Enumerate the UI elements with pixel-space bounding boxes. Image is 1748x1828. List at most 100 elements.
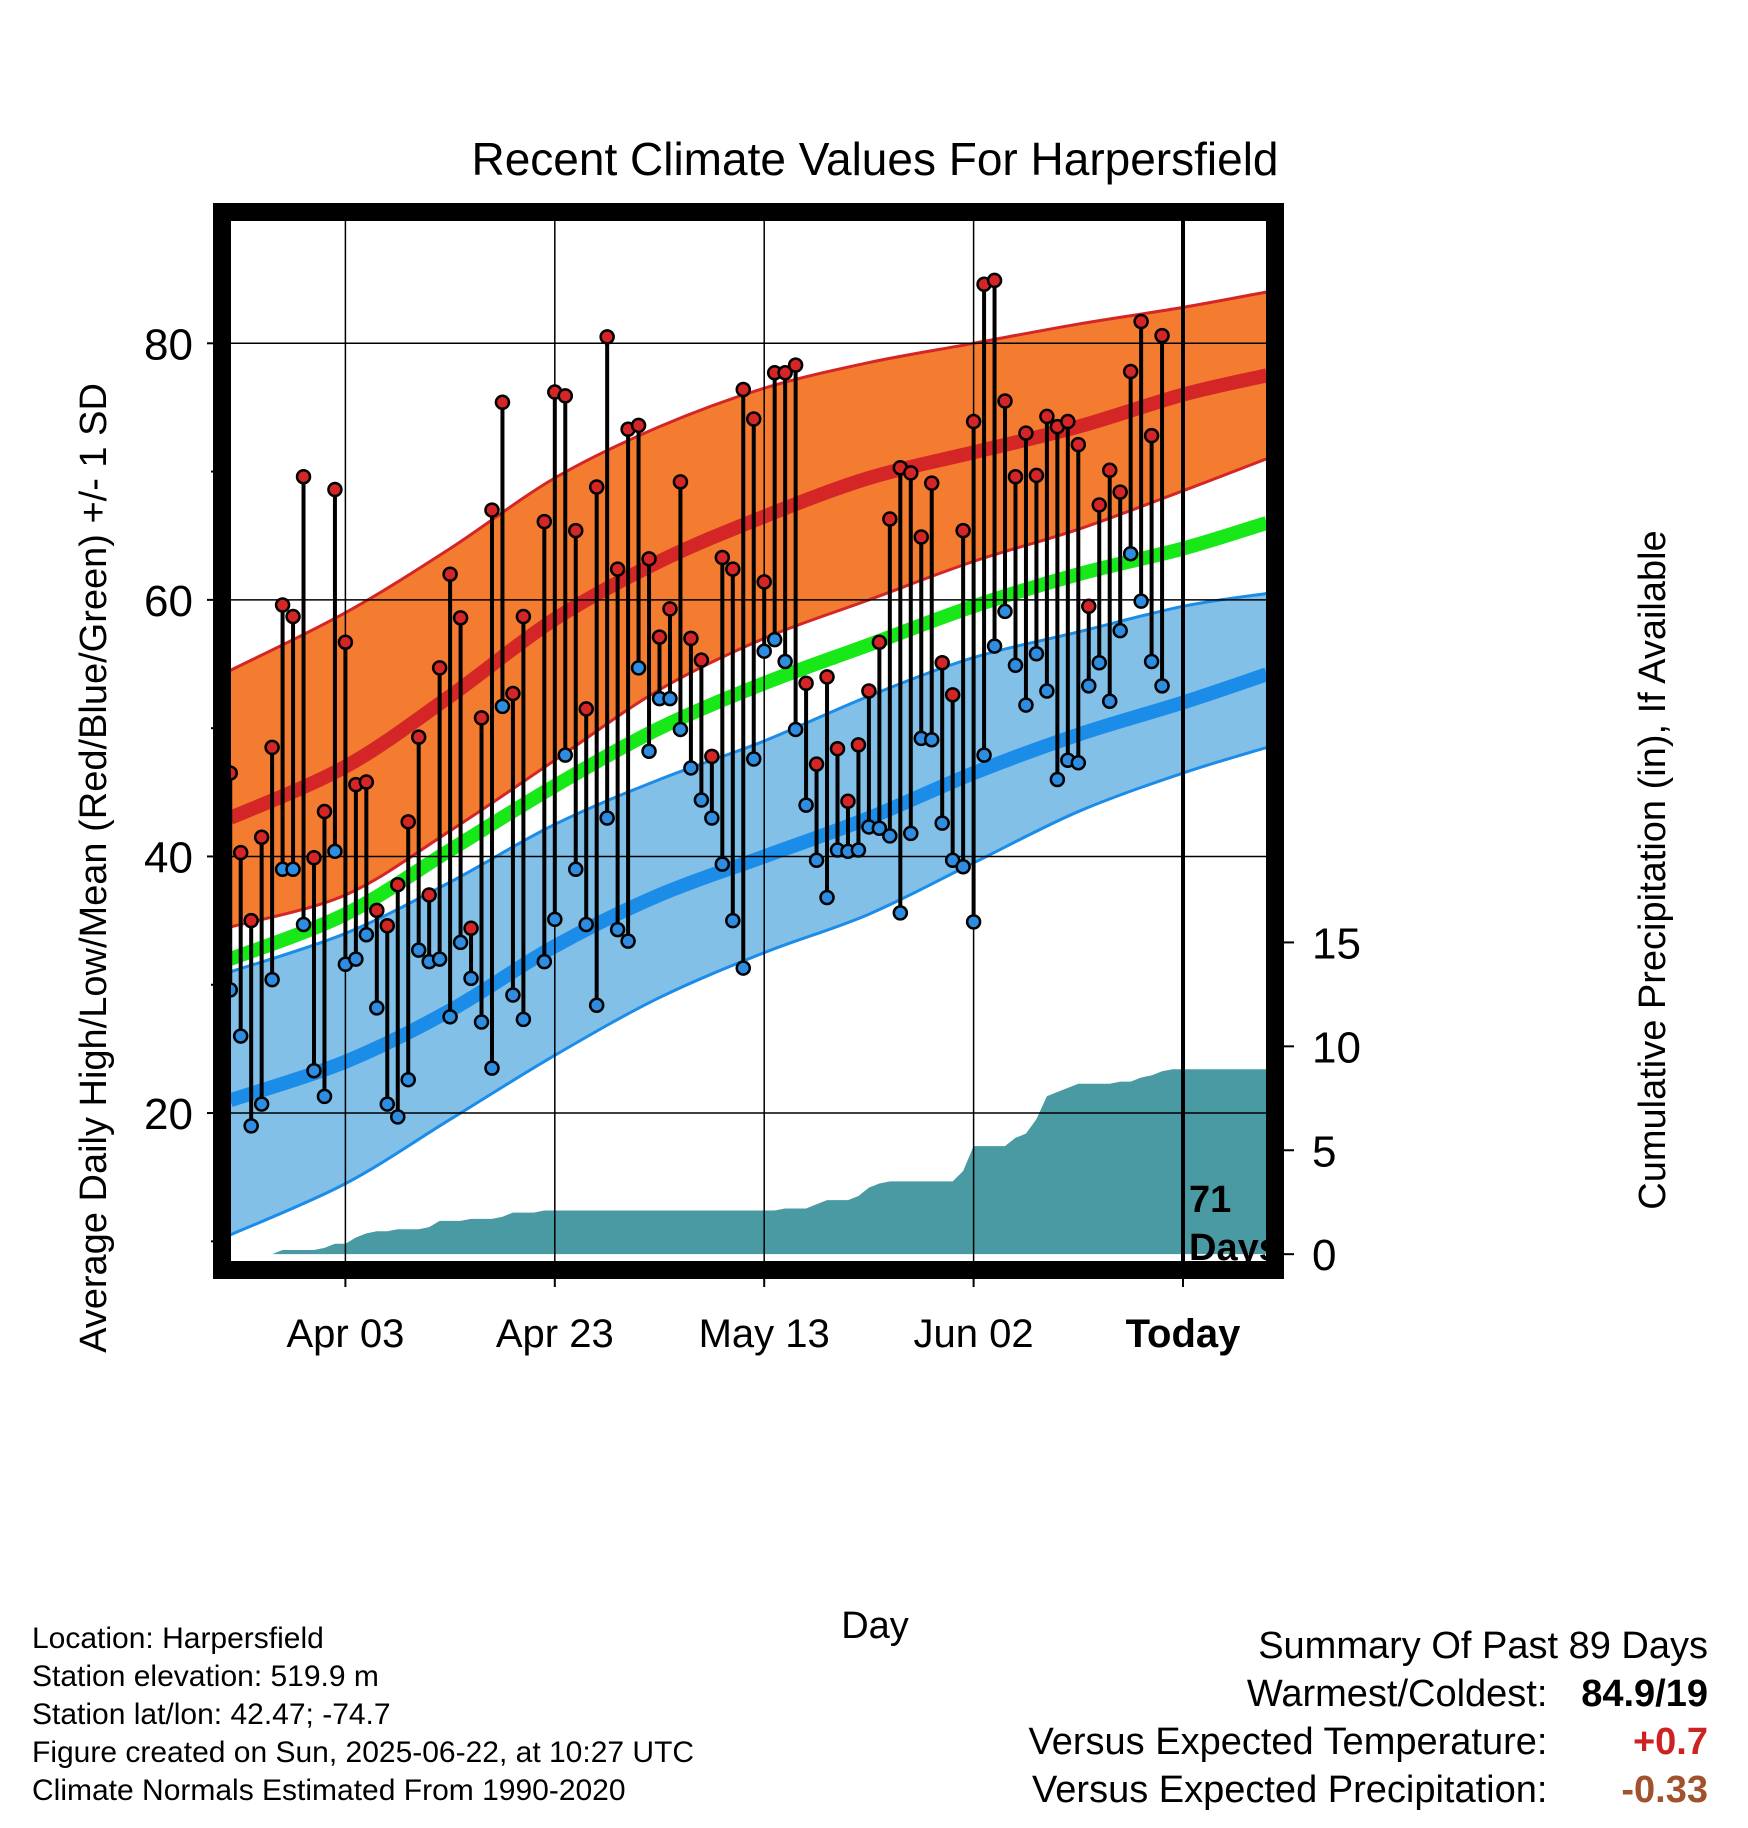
x-tick-label: May 13: [699, 1312, 830, 1356]
daily-low-point: [1101, 693, 1118, 709]
daily-high-point: [1070, 436, 1087, 453]
daily-high-point: [557, 388, 574, 404]
daily-high-point: [1143, 427, 1160, 444]
daily-low-point: [1028, 646, 1045, 662]
daily-low-point: [285, 861, 301, 878]
x-tick-label: Today: [1126, 1312, 1242, 1356]
normal-low-line: [228, 667, 1270, 1107]
daily-low-point: [620, 933, 636, 949]
today-annotation-text: 71: [1189, 1179, 1231, 1221]
temp-row: Versus Expected Temperature: +0.7: [1029, 1718, 1708, 1766]
daily-low-point: [630, 660, 647, 676]
daily-low-point: [704, 810, 720, 826]
y-tick-label: 80: [144, 320, 193, 369]
daily-low-point: [976, 747, 992, 763]
daily-high-point: [1154, 327, 1170, 344]
y-tick-label: 20: [144, 1090, 193, 1139]
daily-low-point: [819, 889, 835, 906]
daily-high-point: [421, 887, 437, 903]
daily-low-point: [316, 1088, 333, 1105]
daily-low-point: [348, 951, 364, 967]
daily-high-point: [494, 394, 511, 411]
daily-high-point: [1122, 363, 1139, 380]
summary-heading: Summary Of Past 89 Days: [1258, 1625, 1708, 1667]
daily-low-point: [808, 852, 825, 869]
daily-high-point: [672, 474, 689, 490]
daily-high-point: [756, 574, 772, 590]
warm-cold-label: Warmest/Coldest:: [1246, 1673, 1548, 1715]
daily-low-point: [232, 1028, 249, 1044]
daily-high-point: [1101, 462, 1118, 479]
daily-high-point: [1060, 413, 1076, 430]
daily-high-point: [306, 849, 322, 866]
created-text: Figure created on Sun, 2025-06-22, at 10…: [32, 1736, 695, 1769]
daily-high-point: [882, 511, 898, 527]
daily-high-point: [253, 829, 270, 845]
daily-low-point: [452, 934, 469, 951]
daily-high-point: [808, 756, 825, 772]
daily-low-point: [264, 971, 280, 988]
y-tick-label: 40: [144, 833, 193, 882]
daily-low-point: [1133, 593, 1149, 609]
daily-high-point: [515, 608, 532, 625]
location-text: Location: Harpersfield: [32, 1622, 324, 1655]
daily-low-point: [400, 1071, 416, 1088]
latlon-text: Station lat/lon: 42.47; -74.7: [32, 1698, 391, 1731]
y-tick-label: 60: [144, 577, 193, 626]
daily-high-point: [651, 629, 668, 645]
daily-low-point: [756, 643, 772, 659]
daily-high-point: [1112, 484, 1128, 500]
daily-high-point: [1091, 497, 1107, 513]
daily-low-point: [1112, 622, 1128, 639]
daily-low-point: [253, 1096, 270, 1112]
daily-low-point: [578, 916, 594, 933]
chart-title: Recent Climate Values For Harpersfield: [471, 133, 1278, 185]
y2-axis-label: Cumulative Precipitation (in), If Availa…: [1632, 530, 1674, 1209]
daily-high-point: [473, 710, 490, 726]
daily-low-point: [494, 698, 511, 715]
daily-low-point: [1039, 683, 1055, 699]
daily-high-point: [327, 481, 343, 498]
daily-high-point: [798, 675, 814, 692]
daily-high-point: [630, 417, 647, 434]
daily-low-point: [1049, 771, 1066, 788]
daily-high-point: [735, 381, 752, 398]
daily-high-point: [829, 740, 846, 757]
daily-low-point: [379, 1096, 396, 1112]
daily-high-point: [431, 660, 448, 676]
daily-high-point: [641, 551, 657, 567]
daily-low-point: [410, 942, 427, 958]
daily-low-point: [903, 825, 919, 842]
daily-high-point: [745, 411, 762, 427]
daily-high-point: [243, 912, 259, 929]
daily-high-point: [850, 737, 867, 753]
daily-high-point: [379, 917, 396, 934]
x-tick-label: Jun 02: [914, 1312, 1034, 1356]
elevation-text: Station elevation: 519.9 m: [32, 1660, 379, 1693]
daily-high-point: [505, 685, 521, 702]
daily-low-point: [505, 987, 521, 1003]
daily-high-point: [1133, 313, 1149, 330]
daily-low-point: [1143, 653, 1160, 670]
daily-high-point: [578, 701, 594, 717]
daily-high-point: [840, 793, 856, 810]
daily-high-point: [787, 357, 804, 373]
precip-label: Versus Expected Precipitation:: [1032, 1769, 1548, 1811]
daily-low-point: [1007, 657, 1024, 674]
daily-high-point: [232, 844, 249, 861]
daily-high-point: [274, 597, 291, 613]
daily-low-point: [965, 914, 982, 930]
daily-low-point: [683, 760, 699, 776]
daily-high-point: [913, 529, 930, 545]
daily-high-point: [264, 739, 280, 756]
daily-low-point: [641, 743, 657, 760]
normals-text: Climate Normals Estimated From 1990-2020: [32, 1774, 626, 1807]
daily-high-point: [819, 669, 835, 685]
daily-high-point: [599, 329, 615, 345]
daily-low-point: [955, 858, 971, 875]
daily-high-point: [442, 566, 458, 582]
daily-low-point: [934, 815, 950, 831]
daily-high-point: [861, 683, 877, 699]
daily-low-point: [798, 797, 814, 813]
